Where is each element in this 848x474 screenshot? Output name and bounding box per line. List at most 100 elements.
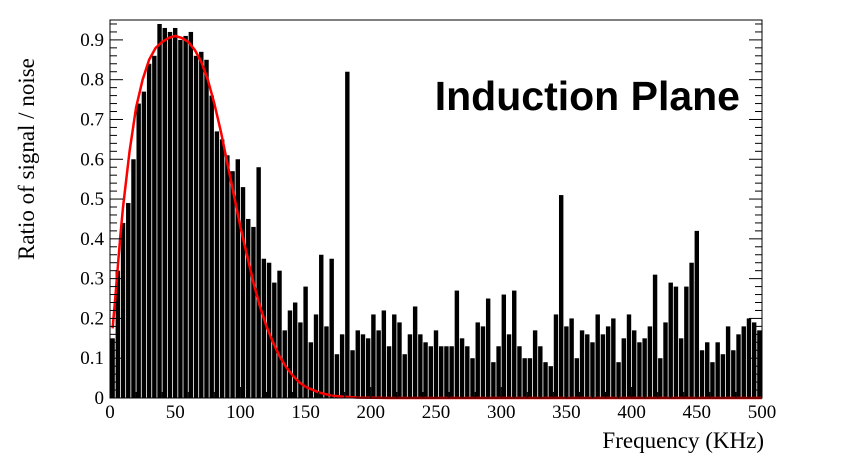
bar [590, 342, 595, 398]
x-tick-label: 300 [487, 402, 516, 423]
bar [751, 322, 757, 398]
bar [277, 270, 282, 398]
bar [595, 314, 600, 398]
bar [376, 330, 381, 398]
bar [439, 346, 444, 398]
bar [684, 286, 689, 398]
bar [569, 318, 574, 398]
x-tick-label: 500 [748, 402, 777, 423]
bar [360, 334, 366, 398]
bar [157, 23, 162, 398]
bar [272, 282, 277, 398]
bar [720, 354, 726, 398]
bar [673, 286, 679, 398]
bar [193, 55, 199, 399]
bar [178, 39, 183, 398]
bar [757, 330, 762, 398]
bar [287, 310, 293, 398]
bar [386, 346, 392, 398]
bar [141, 91, 147, 399]
bar [126, 203, 131, 398]
bar [240, 187, 246, 398]
bar [637, 342, 642, 398]
bar [152, 55, 157, 399]
bar [652, 274, 658, 398]
x-tick-label: 250 [422, 402, 451, 423]
x-tick-label: 200 [357, 402, 386, 423]
bar [731, 350, 736, 398]
y-tick-label: 0.5 [80, 189, 104, 210]
x-tick-label: 0 [105, 402, 115, 423]
bar [736, 334, 741, 398]
bar [136, 103, 141, 398]
y-tick-label: 0.1 [80, 348, 104, 369]
bar [183, 35, 188, 399]
bar [705, 342, 710, 398]
x-tick-label: 400 [617, 402, 646, 423]
bar [522, 358, 527, 398]
x-axis-ticks: 0 50 100 150 200 250 300 350 400 450 500 [105, 387, 776, 423]
bar [694, 230, 700, 398]
bar [131, 159, 136, 398]
bar [355, 330, 360, 398]
bar [412, 306, 418, 398]
bar [616, 362, 621, 398]
bar [454, 290, 460, 398]
bar [313, 314, 319, 398]
bar [199, 51, 204, 398]
bar [678, 338, 684, 398]
bar [585, 334, 590, 398]
bar [642, 338, 647, 398]
bar [225, 155, 230, 398]
bar [621, 338, 626, 398]
bar [600, 334, 606, 398]
y-tick-label: 0.2 [80, 308, 104, 329]
bar [162, 27, 167, 399]
bar-series [110, 23, 762, 399]
y-axis-ticks: 0 0.1 0.2 0.3 0.4 0.5 0.6 0.7 0.8 0.9 [80, 23, 762, 409]
bar [741, 326, 746, 398]
bar [632, 330, 637, 398]
bar [433, 330, 439, 398]
y-tick-label: 0.3 [80, 269, 104, 290]
x-tick-label: 150 [291, 402, 320, 423]
bar [251, 226, 256, 398]
y-tick-label: 0.4 [80, 229, 104, 250]
bar [574, 358, 580, 398]
bar [345, 71, 350, 398]
bar [626, 314, 632, 398]
bar [699, 350, 705, 398]
bar [558, 195, 564, 398]
bar [298, 322, 303, 398]
bar [329, 258, 334, 398]
bar [423, 342, 428, 398]
y-tick-label: 0.7 [80, 109, 104, 130]
bar [517, 346, 522, 398]
bar [470, 358, 475, 398]
bar [668, 282, 673, 398]
y-tick-label: 0 [95, 388, 105, 409]
bar [115, 270, 121, 398]
bar [663, 322, 668, 398]
bar [512, 290, 517, 398]
bar [658, 358, 663, 398]
bar [308, 342, 314, 398]
bar [480, 326, 486, 398]
bar [392, 314, 397, 398]
bar [715, 342, 720, 398]
bar [172, 27, 178, 399]
bar [548, 366, 553, 398]
bar [256, 167, 261, 398]
bar [444, 346, 449, 398]
bar [381, 310, 387, 398]
y-axis-title: Ratio of signal / noise [14, 58, 39, 260]
bar [188, 31, 194, 398]
bar [214, 131, 220, 398]
bar [246, 218, 251, 398]
bar [605, 326, 611, 398]
bar [167, 31, 173, 398]
bar [418, 334, 423, 398]
x-axis-title: Frequency (KHz) [602, 428, 764, 453]
bar [449, 346, 454, 398]
